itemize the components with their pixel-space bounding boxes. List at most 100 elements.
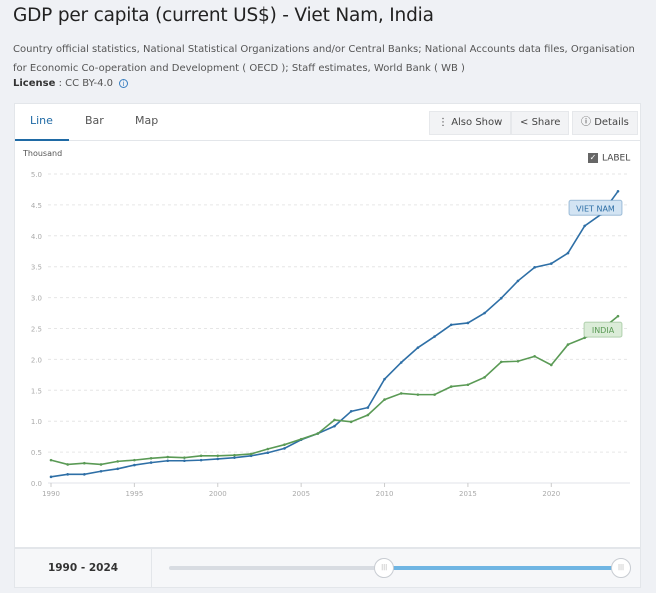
data-point xyxy=(383,398,386,401)
y-tick-label: 1.5 xyxy=(31,387,42,395)
info-icon[interactable]: i xyxy=(119,78,129,88)
data-point xyxy=(499,360,503,364)
data-point xyxy=(516,279,520,283)
label-toggle-text: LABEL xyxy=(602,153,631,164)
data-point xyxy=(416,393,420,396)
source-text: Country official statistics, National St… xyxy=(13,44,635,74)
data-point xyxy=(583,224,586,228)
data-point xyxy=(549,363,553,367)
data-point xyxy=(333,418,336,422)
license: License : CC BY-4.0 i xyxy=(13,78,129,89)
details-button[interactable]: ⓘ Details xyxy=(572,111,638,135)
share-button[interactable]: < Share xyxy=(511,111,570,135)
data-point xyxy=(133,458,136,462)
data-point xyxy=(49,458,53,462)
y-tick-label: 4.5 xyxy=(31,202,42,210)
data-point xyxy=(283,443,286,446)
data-point xyxy=(99,469,103,473)
details-label: Details xyxy=(594,117,629,128)
y-tick-label: 1.0 xyxy=(31,418,42,426)
data-point xyxy=(533,355,536,358)
data-point xyxy=(333,424,336,428)
data-point xyxy=(249,454,253,458)
series-label-box xyxy=(583,321,623,338)
data-point xyxy=(216,457,220,461)
tab-line[interactable]: Line xyxy=(30,114,53,127)
license-value: : CC BY-4.0 xyxy=(58,78,114,89)
data-point xyxy=(249,452,253,456)
tab-map[interactable]: Map xyxy=(135,114,159,127)
y-axis-label: Thousand xyxy=(22,149,62,158)
data-point xyxy=(499,296,503,300)
data-point xyxy=(66,463,69,466)
data-point xyxy=(433,393,436,396)
range-slider[interactable]: ||| ||| xyxy=(169,558,631,578)
x-tick-label: 2010 xyxy=(376,490,394,498)
data-point xyxy=(166,459,170,463)
data-point xyxy=(349,420,353,424)
range-start-handle[interactable]: ||| xyxy=(374,558,395,578)
data-point xyxy=(483,376,486,379)
data-point xyxy=(466,383,470,387)
license-label: License xyxy=(13,78,56,89)
data-point xyxy=(233,453,236,457)
x-tick-label: 2015 xyxy=(459,490,477,498)
data-point xyxy=(83,473,86,476)
data-point xyxy=(133,463,136,467)
series-label: VIET NAM xyxy=(576,204,615,213)
data-point xyxy=(66,473,69,476)
data-point xyxy=(416,346,420,349)
checkbox-checked-icon[interactable]: ✓ xyxy=(588,153,598,163)
tab-bar[interactable]: Bar xyxy=(85,114,104,127)
data-point xyxy=(149,456,153,460)
data-point xyxy=(533,266,536,269)
data-point xyxy=(183,459,186,463)
data-point xyxy=(199,454,203,458)
more-vertical-icon: ⋮ xyxy=(438,117,452,128)
data-point xyxy=(233,456,236,459)
data-point xyxy=(616,314,620,318)
data-point xyxy=(266,451,270,455)
data-point xyxy=(149,461,153,464)
x-tick-label: 2005 xyxy=(292,490,310,498)
chart-card: Line Bar Map ⋮ Also Show < Share ⓘ Detai… xyxy=(14,103,641,548)
data-point xyxy=(466,321,470,325)
y-tick-label: 2.5 xyxy=(31,326,42,334)
active-tab-indicator xyxy=(15,139,69,141)
data-point xyxy=(349,410,353,413)
y-tick-label: 0.5 xyxy=(31,449,42,457)
data-point xyxy=(366,406,370,409)
range-label: 1990 - 2024 xyxy=(15,549,152,587)
data-point xyxy=(216,454,220,458)
data-point xyxy=(616,190,620,193)
data-point xyxy=(383,377,386,381)
data-point xyxy=(366,413,370,417)
share-icon: < xyxy=(520,117,532,128)
series-label-box xyxy=(568,199,623,216)
data-point xyxy=(566,251,570,255)
data-point xyxy=(549,262,553,265)
also-show-button[interactable]: ⋮ Also Show xyxy=(429,111,512,135)
x-tick-label: 2020 xyxy=(542,490,560,498)
data-point xyxy=(449,323,453,327)
data-point xyxy=(166,455,170,459)
data-point xyxy=(583,336,586,340)
data-point xyxy=(566,343,570,346)
range-footer: 1990 - 2024 ||| ||| xyxy=(14,548,641,588)
label-toggle[interactable]: ✓ LABEL xyxy=(588,153,630,164)
data-point xyxy=(99,463,103,466)
data-point xyxy=(316,432,320,435)
series-label: INDIA xyxy=(592,326,615,335)
data-point xyxy=(516,359,520,363)
data-point xyxy=(116,467,120,471)
series-line-india xyxy=(50,315,619,466)
data-point xyxy=(433,335,436,338)
y-tick-label: 0.0 xyxy=(31,480,42,488)
data-point xyxy=(83,461,86,465)
range-end-handle[interactable]: ||| xyxy=(611,558,631,578)
data-point xyxy=(449,385,453,388)
y-tick-label: 2.0 xyxy=(31,356,42,364)
page-title: GDP per capita (current US$) - Viet Nam,… xyxy=(13,5,434,26)
x-tick-label: 1990 xyxy=(42,490,60,498)
series-line-viet-nam xyxy=(50,190,619,478)
